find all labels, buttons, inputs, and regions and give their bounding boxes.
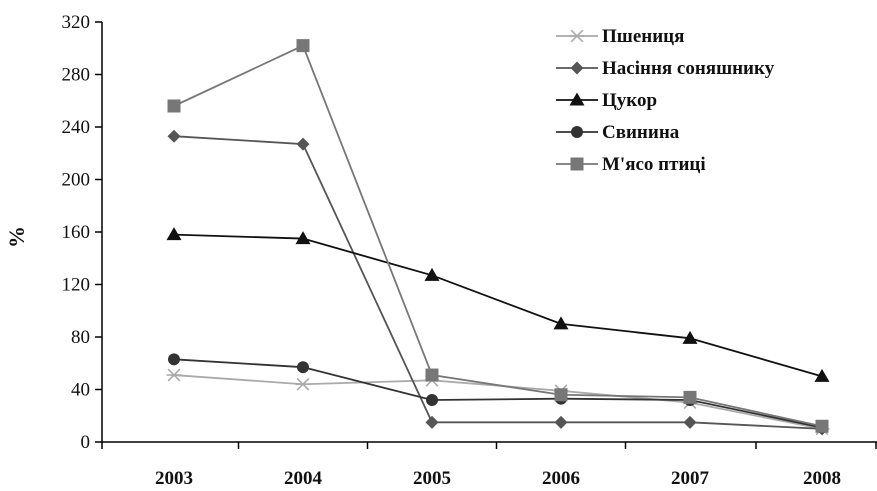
data-point: [297, 361, 309, 374]
series: [167, 129, 829, 436]
legend-marker: [569, 92, 585, 106]
data-point: [554, 415, 568, 429]
x-tick-label: 2005: [413, 468, 451, 489]
data-point: [683, 390, 697, 404]
legend-marker: [570, 157, 584, 171]
data-point: [683, 415, 697, 429]
legend-label: Пшениця: [602, 26, 684, 47]
legend-item: Пшениця: [556, 26, 684, 47]
data-point: [815, 419, 829, 433]
y-tick-label: 280: [62, 65, 91, 86]
y-tick-label: 320: [62, 12, 91, 33]
data-point: [296, 137, 310, 151]
legend-item: Свинина: [556, 122, 680, 143]
y-tick-label: 80: [71, 327, 90, 348]
data-point: [425, 415, 439, 429]
y-tick-label: 0: [81, 432, 91, 453]
x-tick-label: 2006: [542, 468, 580, 489]
legend-label: Цукор: [602, 90, 657, 111]
legend-marker: [569, 29, 585, 43]
data-point: [167, 99, 181, 113]
legend-item: Насіння соняшнику: [556, 58, 775, 79]
y-axis-title: %: [4, 226, 29, 248]
data-point: [168, 353, 180, 366]
legend-label: М'ясо птиці: [602, 154, 706, 175]
series: [166, 227, 830, 382]
series-line: [173, 233, 823, 378]
y-tick-label: 200: [62, 170, 91, 191]
x-tick-label: 2007: [671, 468, 710, 489]
data-point: [166, 227, 182, 241]
legend-marker: [571, 126, 583, 138]
data-point: [424, 267, 440, 281]
y-tick-label: 160: [62, 222, 91, 243]
data-point: [295, 231, 311, 245]
series-line: [173, 135, 823, 430]
data-point: [295, 377, 311, 391]
legend: Пшениця Насіння соняшнику Цукор Свинина М'яс…: [556, 26, 775, 175]
legend-marker: [570, 61, 584, 75]
x-tick-label: 2003: [155, 468, 193, 489]
legend-label: Насіння соняшнику: [602, 58, 775, 79]
series-layer: [166, 39, 830, 436]
series-line: [173, 374, 823, 430]
data-point: [166, 368, 182, 382]
data-point: [425, 368, 439, 382]
data-point: [553, 316, 569, 330]
y-tick-label: 240: [62, 117, 91, 138]
axes: 0 40 80 120 160 200 240 280 320 2003 2004 2005 2006 2…: [62, 12, 877, 489]
series-line: [173, 358, 823, 429]
x-tick-label: 2008: [803, 468, 841, 489]
series: [167, 39, 829, 433]
x-tick-label: 2004: [284, 468, 323, 489]
series-line: [173, 44, 823, 428]
y-tick-label: 40: [71, 380, 90, 401]
data-point: [814, 368, 830, 382]
legend-item: Цукор: [556, 90, 657, 111]
data-point: [554, 388, 568, 402]
legend-label: Свинина: [602, 122, 680, 143]
data-point: [296, 39, 310, 53]
data-point: [682, 330, 698, 344]
data-point: [426, 394, 438, 406]
data-point: [167, 129, 181, 143]
legend-item: М'ясо птиці: [556, 154, 706, 175]
y-tick-label: 120: [62, 275, 91, 296]
